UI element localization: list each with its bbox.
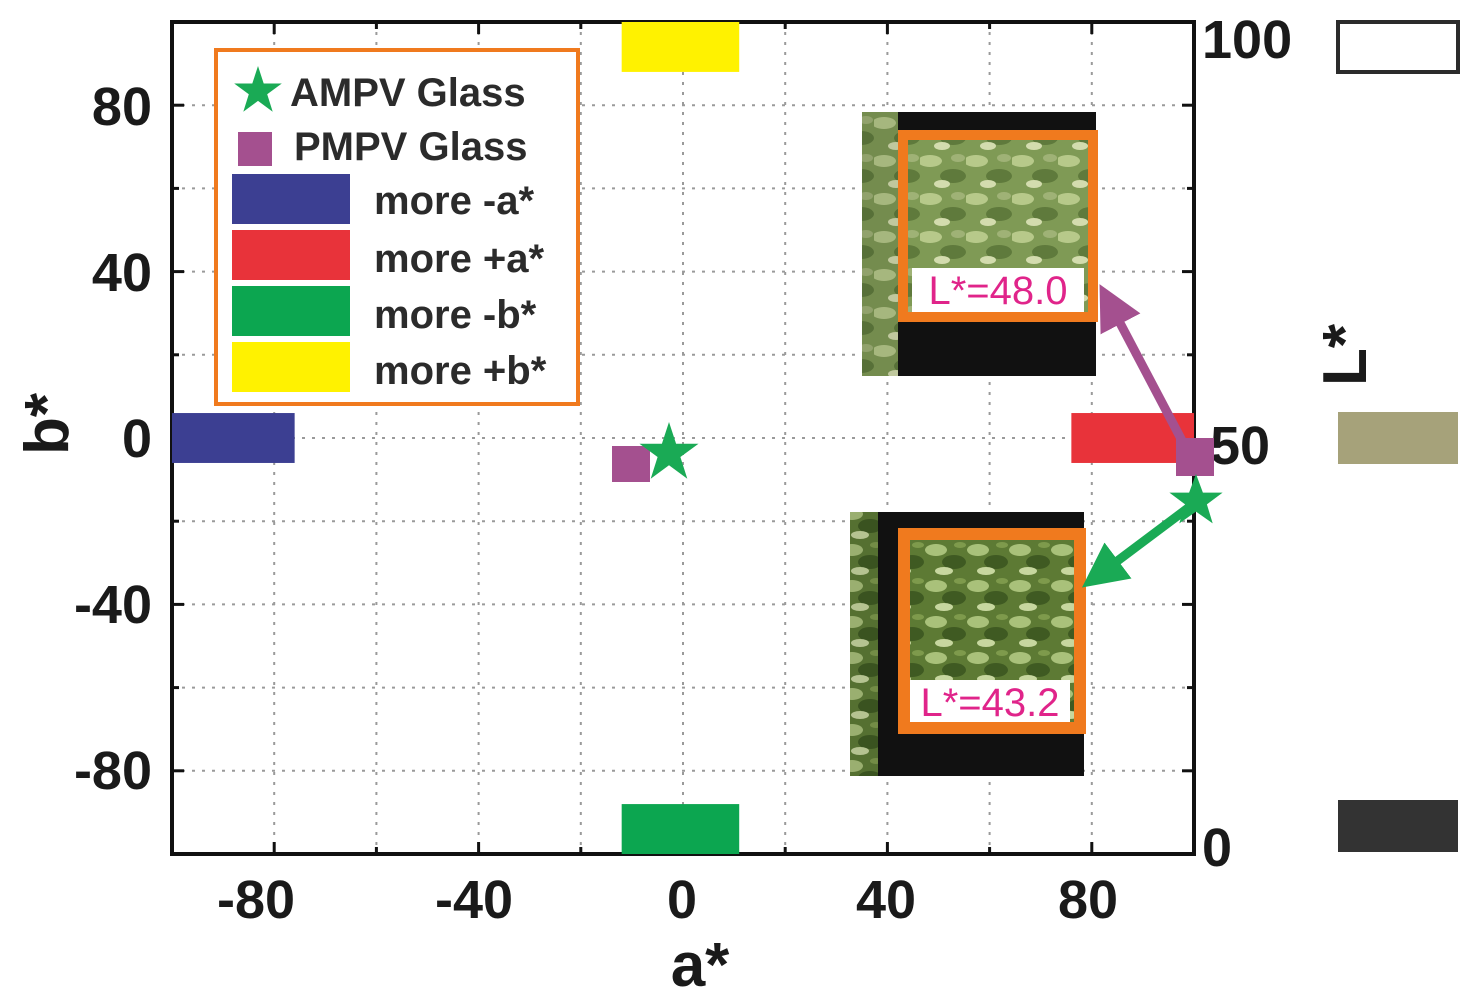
y-axis-label: b* bbox=[13, 392, 82, 455]
x-axis-label: a* bbox=[671, 931, 730, 1000]
legend-label-pmpv: PMPV Glass bbox=[294, 125, 527, 169]
legend-label-minus-a: more -a* bbox=[374, 179, 534, 223]
inset-label-pmpv: L*=48.0 bbox=[928, 269, 1067, 313]
legend-label-plus-b: more +b* bbox=[374, 349, 547, 393]
y-tick-label: 0 bbox=[122, 409, 152, 469]
legend-label-plus-a: more +a* bbox=[374, 237, 545, 281]
x-tick-label: -80 bbox=[217, 870, 295, 930]
color-bars bbox=[172, 22, 1194, 854]
legend-swatch-plus-a bbox=[232, 230, 350, 280]
y-tick-label: 40 bbox=[92, 243, 152, 303]
legend-swatch-plus-b bbox=[232, 342, 350, 392]
x-tick-labels: -80 -40 0 40 80 bbox=[217, 870, 1118, 930]
ampv-pointer-arrow bbox=[1082, 504, 1191, 588]
swatch-l100 bbox=[1336, 20, 1460, 74]
legend-label-minus-b: more -b* bbox=[374, 293, 537, 337]
x-tick-label: 40 bbox=[856, 870, 916, 930]
y2-axis-label: L* bbox=[1311, 323, 1380, 386]
pmpv-glass-marker bbox=[612, 446, 650, 482]
bar-plus-b bbox=[621, 22, 740, 72]
pmpv-pointer-arrow bbox=[1099, 284, 1192, 455]
legend-swatch-minus-a bbox=[232, 174, 350, 224]
inset-photo-pmpv: L*=48.0 bbox=[862, 112, 1098, 376]
x-tick-label: 80 bbox=[1058, 870, 1118, 930]
inset-photo-ampv: L*=43.2 bbox=[850, 512, 1086, 776]
y-tick-label: -40 bbox=[74, 575, 152, 635]
y2-tick-50: 50 bbox=[1210, 416, 1270, 476]
x-tick-label: 0 bbox=[667, 870, 697, 930]
inset-label-ampv: L*=43.2 bbox=[920, 681, 1059, 725]
legend-swatch-minus-b bbox=[232, 286, 350, 336]
pmpv-edge-marker bbox=[1176, 438, 1214, 476]
y2-tick-0: 0 bbox=[1202, 818, 1232, 878]
swatch-l50 bbox=[1338, 412, 1458, 464]
legend-star-icon bbox=[234, 66, 282, 112]
y-tick-label: -80 bbox=[74, 741, 152, 801]
y-tick-labels: 80 40 0 -40 -80 bbox=[74, 77, 152, 801]
y-tick-label: 80 bbox=[92, 77, 152, 137]
legend: AMPV Glass PMPV Glass more -a* more +a* … bbox=[214, 48, 580, 406]
bar-minus-b bbox=[621, 804, 740, 854]
lightness-axis: 100 50 0 L* bbox=[1202, 10, 1460, 878]
bar-minus-a bbox=[172, 413, 295, 463]
legend-label-ampv: AMPV Glass bbox=[290, 71, 526, 115]
legend-square-icon bbox=[238, 132, 272, 166]
y2-tick-100: 100 bbox=[1202, 10, 1292, 70]
x-tick-label: -40 bbox=[435, 870, 513, 930]
swatch-l0 bbox=[1338, 800, 1458, 852]
ampv-glass-marker bbox=[639, 422, 699, 479]
ampv-edge-marker bbox=[1169, 474, 1223, 524]
